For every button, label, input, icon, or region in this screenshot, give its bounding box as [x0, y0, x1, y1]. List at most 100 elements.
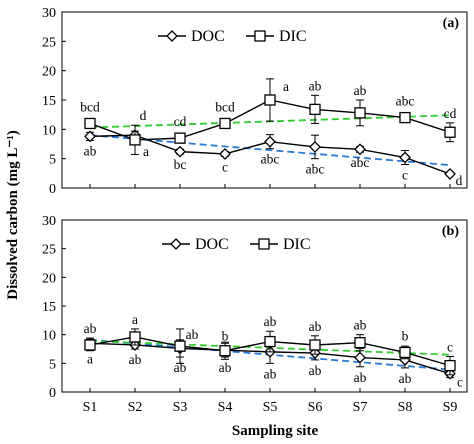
- y-tick-label: 30: [42, 6, 56, 21]
- dic-point: [399, 346, 411, 359]
- doc-significance-label: d: [456, 173, 463, 188]
- dic-point: [309, 339, 321, 351]
- legend-doc-label: DOC: [191, 28, 225, 45]
- doc-point: [84, 130, 96, 143]
- dic-significance-label: cd: [174, 114, 187, 129]
- dic-point: [354, 337, 366, 349]
- x-tick-label: S8: [398, 400, 413, 415]
- dic-significance-label: ab: [354, 83, 367, 98]
- doc-significance-label: c: [222, 159, 228, 174]
- y-tick-label: 20: [42, 271, 56, 286]
- dic-significance-label: bcd: [80, 99, 100, 114]
- y-tick-label: 25: [42, 243, 56, 258]
- dic-point: [444, 126, 456, 138]
- dic-significance-label: a: [132, 312, 138, 327]
- y-tick-label: 0: [49, 182, 56, 197]
- x-tick-label: S4: [218, 400, 233, 415]
- y-tick-label: 20: [42, 65, 56, 80]
- doc-significance-label: ab: [84, 143, 97, 158]
- legend-doc-marker: [170, 238, 182, 250]
- legend-dic-label: DIC: [279, 28, 307, 45]
- dic-point: [174, 340, 186, 352]
- dic-point: [219, 345, 231, 357]
- y-tick-label: 10: [42, 329, 56, 344]
- doc-significance-label: abc: [351, 155, 370, 170]
- x-tick-label: S9: [443, 400, 458, 415]
- dic-significance-label: a: [283, 79, 289, 94]
- doc-point: [309, 141, 321, 153]
- dic-point: [444, 359, 456, 372]
- dic-significance-label: ab: [264, 314, 277, 329]
- dic-point: [264, 94, 276, 106]
- dic-point: [84, 117, 96, 130]
- doc-point: [174, 145, 186, 158]
- doc-point: [354, 143, 366, 156]
- x-tick-label: S1: [83, 400, 98, 415]
- x-tick-label: S3: [173, 400, 188, 415]
- y-tick-label: 0: [49, 386, 56, 401]
- x-axis-title: Sampling site: [232, 423, 319, 439]
- doc-significance-label: ab: [264, 366, 277, 381]
- dic-point: [219, 117, 231, 130]
- dic-point: [84, 339, 96, 351]
- panel-tag: (a): [443, 16, 460, 31]
- y-tick-label: 30: [42, 214, 56, 229]
- dic-significance-label: ab: [309, 78, 322, 93]
- dic-significance-label: b: [402, 328, 409, 343]
- legend-doc-marker: [166, 30, 178, 42]
- doc-significance-label: a: [143, 144, 149, 159]
- doc-point: [264, 135, 276, 148]
- doc-significance-label: ab: [354, 370, 367, 385]
- dic-point: [399, 111, 411, 124]
- legend-dic-marker: [258, 238, 270, 250]
- dic-significance-label: abc: [396, 94, 415, 109]
- doc-significance-label: abc: [306, 162, 325, 177]
- y-tick-label: 15: [42, 300, 56, 315]
- dic-significance-label: ab: [354, 318, 367, 333]
- dic-significance-label: c: [447, 339, 453, 354]
- doc-significance-label: ab: [219, 360, 232, 375]
- dic-significance-label: ab: [186, 327, 199, 342]
- x-tick-label: S7: [353, 400, 368, 415]
- doc-significance-label: ab: [399, 371, 412, 386]
- legend-doc-label: DOC: [195, 236, 229, 253]
- doc-significance-label: ab: [129, 352, 142, 367]
- y-tick-label: 5: [49, 357, 56, 372]
- y-tick-label: 10: [42, 123, 56, 138]
- doc-significance-label: ab: [309, 363, 322, 378]
- dic-point: [174, 132, 186, 144]
- dic-significance-label: b: [222, 329, 229, 344]
- x-tick-label: S6: [308, 400, 323, 415]
- dic-significance-label: d: [140, 108, 147, 123]
- dic-significance-label: cd: [444, 106, 457, 121]
- doc-significance-label: c: [457, 375, 463, 390]
- x-tick-label: S2: [128, 400, 143, 415]
- y-axis-title: Dissolved carbon (mg L⁻¹): [5, 130, 21, 300]
- legend-dic-marker: [254, 30, 266, 42]
- doc-point: [399, 151, 411, 164]
- doc-significance-label: c: [402, 168, 408, 183]
- legend-dic-label: DIC: [283, 236, 311, 253]
- x-tick-label: S5: [263, 400, 278, 415]
- y-tick-label: 15: [42, 94, 56, 109]
- dic-significance-label: ab: [309, 319, 322, 334]
- doc-point: [354, 351, 366, 364]
- doc-significance-label: ab: [174, 360, 187, 375]
- dic-point: [129, 331, 141, 343]
- y-tick-label: 5: [49, 153, 56, 168]
- doc-point: [219, 148, 231, 160]
- dic-significance-label: ab: [84, 321, 97, 336]
- doc-significance-label: bc: [174, 157, 187, 172]
- dic-point: [309, 103, 321, 116]
- dic-significance-label: bcd: [215, 99, 235, 114]
- doc-significance-label: abc: [261, 152, 280, 167]
- dic-point: [354, 107, 366, 119]
- dic-point: [264, 335, 276, 348]
- doc-significance-label: a: [87, 351, 93, 366]
- doc-point: [444, 168, 456, 180]
- dic-point: [129, 134, 141, 146]
- y-tick-label: 25: [42, 35, 56, 50]
- panel-tag: (b): [442, 224, 459, 239]
